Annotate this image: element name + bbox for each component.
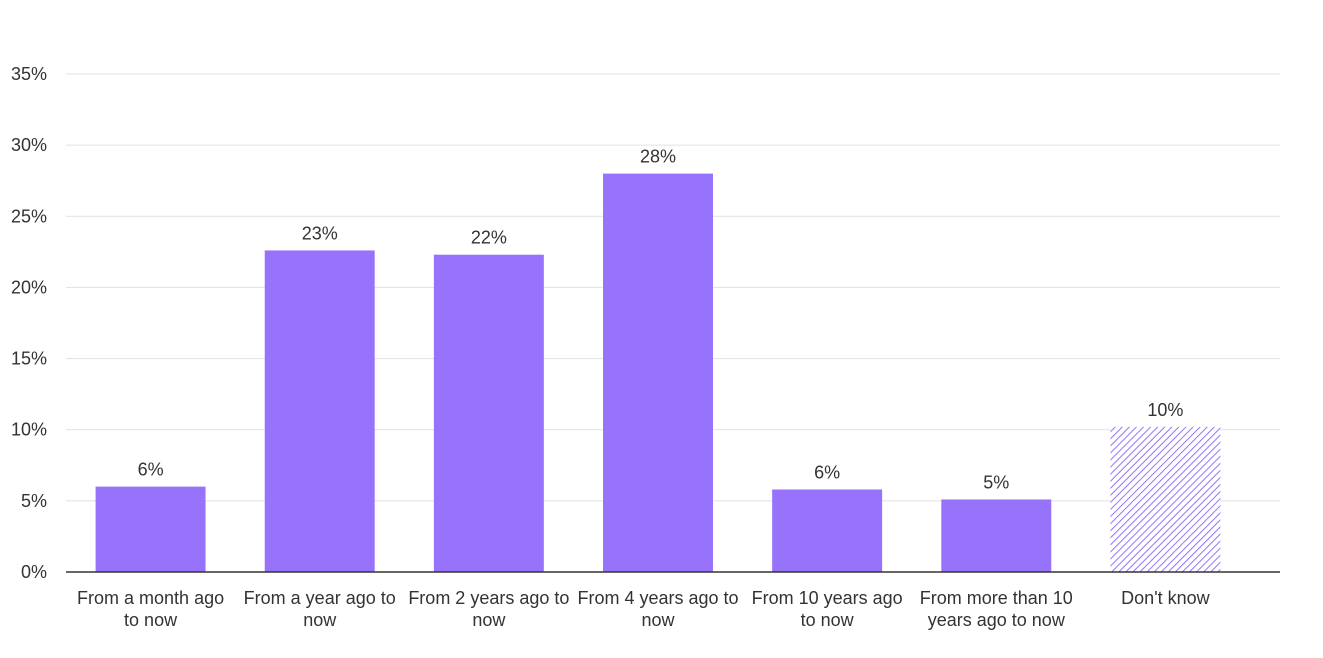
y-tick-label: 35%	[11, 64, 47, 84]
data-label: 10%	[1147, 400, 1183, 420]
data-label: 5%	[983, 472, 1009, 492]
bar	[1110, 426, 1221, 572]
bar	[603, 173, 713, 572]
data-label: 23%	[302, 223, 338, 243]
y-tick-label: 30%	[11, 135, 47, 155]
y-tick-label: 20%	[11, 277, 47, 297]
x-axis-category-labels: From a month ago to now From a year ago to…	[77, 588, 1211, 630]
bar	[95, 486, 206, 572]
bars	[95, 173, 1221, 573]
data-label: 6%	[138, 460, 164, 480]
y-tick-label: 0%	[21, 562, 47, 582]
y-axis-tick-labels: 0% 5% 10% 15% 20% 25% 30% 35%	[11, 64, 47, 582]
bar	[433, 254, 544, 572]
y-tick-label: 10%	[11, 420, 47, 440]
data-label: 28%	[640, 147, 676, 167]
category-label: Don't know	[1121, 588, 1210, 608]
bar	[264, 250, 375, 573]
y-tick-label: 25%	[11, 206, 47, 226]
data-label: 22%	[471, 228, 507, 248]
bar	[941, 499, 1052, 572]
data-labels: 6% 23% 22% 28% 6% 5% 10%	[138, 147, 1184, 493]
category-label: From 2 years ago to now	[408, 588, 569, 630]
category-label: From a month ago to now	[77, 588, 224, 630]
category-label: From more than 10 years ago to now	[920, 588, 1073, 630]
category-label: From 4 years ago to now	[577, 588, 738, 630]
y-tick-label: 15%	[11, 349, 47, 369]
category-label: From 10 years ago to now	[752, 588, 903, 630]
bar	[772, 489, 883, 572]
y-tick-label: 5%	[21, 491, 47, 511]
data-label: 6%	[814, 462, 840, 482]
category-label: From a year ago to now	[244, 588, 396, 630]
